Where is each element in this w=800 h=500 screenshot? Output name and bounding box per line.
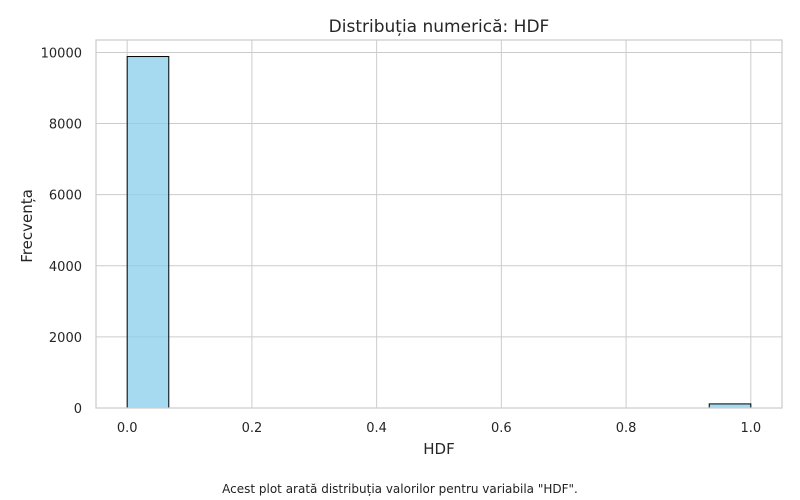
x-axis-label: HDF — [423, 440, 454, 458]
x-tick-label: 0.4 — [366, 421, 387, 436]
chart-title: Distribuția numerică: HDF — [329, 17, 550, 37]
y-tick-label: 4000 — [49, 260, 82, 275]
x-tick-label: 1.0 — [740, 421, 761, 436]
plot-frame — [95, 39, 783, 409]
x-tick-label: 0.6 — [491, 421, 512, 436]
grid-lines — [96, 40, 782, 409]
y-tick-label: 0 — [74, 402, 82, 417]
x-tick-label: 0.2 — [242, 421, 263, 436]
y-tick-labels: 0 2000 4000 6000 8000 10000 — [41, 46, 82, 417]
x-tick-labels: 0.0 0.2 0.4 0.6 0.8 1.0 — [117, 421, 761, 436]
y-tick-label: 2000 — [49, 331, 82, 346]
y-tick-label: 6000 — [49, 189, 82, 204]
x-tick-label: 0.8 — [616, 421, 637, 436]
y-axis-label: Frecvența — [18, 189, 36, 263]
histogram-bars — [126, 56, 752, 409]
y-tick-label: 8000 — [49, 118, 82, 133]
x-tick-label: 0.0 — [117, 421, 138, 436]
y-tick-label: 10000 — [41, 46, 82, 61]
histogram-bar — [126, 56, 170, 409]
chart-caption: Acest plot arată distribuția valorilor p… — [222, 482, 578, 496]
